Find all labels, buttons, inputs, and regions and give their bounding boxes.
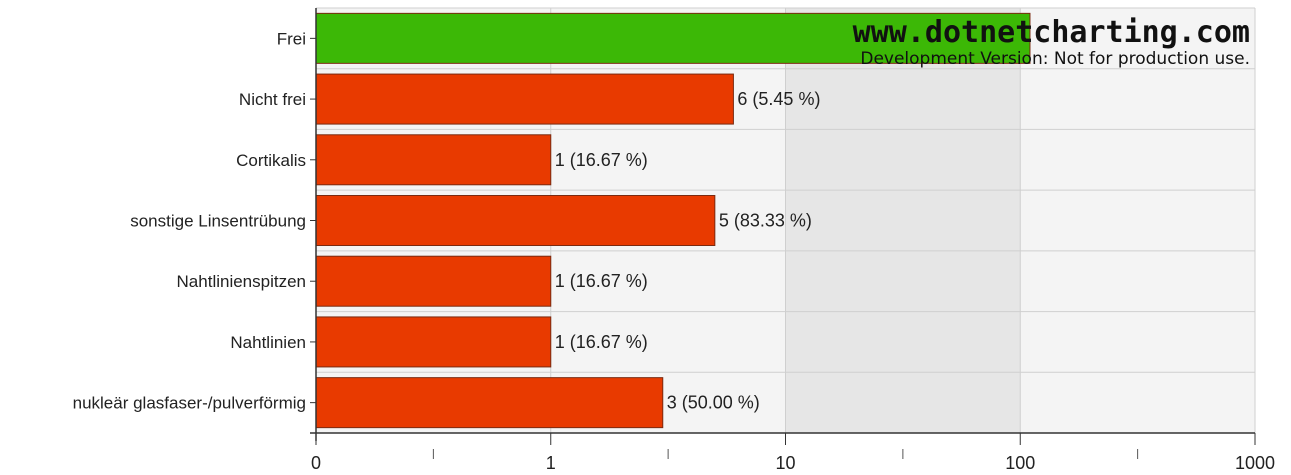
bar xyxy=(315,73,734,125)
category-label: Nahtlinien xyxy=(230,333,306,352)
category-label: nukleär glasfaser-/pulverförmig xyxy=(73,394,306,413)
data-label: 1 (16.67 %) xyxy=(555,332,648,352)
category-label: Frei xyxy=(277,29,306,48)
axes xyxy=(310,8,1256,459)
data-label: 5 (83.33 %) xyxy=(719,211,812,231)
watermark-subtitle: Development Version: Not for production … xyxy=(860,49,1250,69)
data-label: 3 (50.00 %) xyxy=(667,393,760,413)
x-tick-label: 1000 xyxy=(1235,453,1275,473)
data-label: 1 (16.67 %) xyxy=(555,271,648,291)
plot-band xyxy=(785,8,1021,433)
bar xyxy=(315,12,1031,64)
x-tick-label: 0 xyxy=(311,453,321,473)
x-tick-label: 1 xyxy=(546,453,556,473)
category-label: Nicht frei xyxy=(239,90,306,109)
tick-labels: 0 1 10 100 1000 xyxy=(311,453,1275,473)
bar xyxy=(315,316,552,368)
category-label: Cortikalis xyxy=(236,151,306,170)
data-label: 6 (5.45 %) xyxy=(737,89,820,109)
data-label: 1 (16.67 %) xyxy=(555,150,648,170)
watermark: www.dotnetcharting.com Development Versi… xyxy=(853,15,1250,69)
x-tick-label: 10 xyxy=(775,453,795,473)
bar xyxy=(315,134,552,186)
bar xyxy=(315,195,716,246)
category-label: sonstige Linsentrübung xyxy=(130,212,306,231)
x-tick-label: 100 xyxy=(1005,453,1035,473)
bars xyxy=(315,12,1031,429)
category-label: Nahtlinienspitzen xyxy=(177,272,306,291)
category-labels: Frei Nicht frei Cortikalis sonstige Linsent… xyxy=(73,29,306,412)
bar xyxy=(315,255,552,307)
watermark-title: www.dotnetcharting.com xyxy=(853,15,1250,50)
data-labels: 6 (5.45 %) 1 (16.67 %) 5 (83.33 %) 1 (16.67… xyxy=(555,89,821,413)
bar xyxy=(315,377,664,429)
